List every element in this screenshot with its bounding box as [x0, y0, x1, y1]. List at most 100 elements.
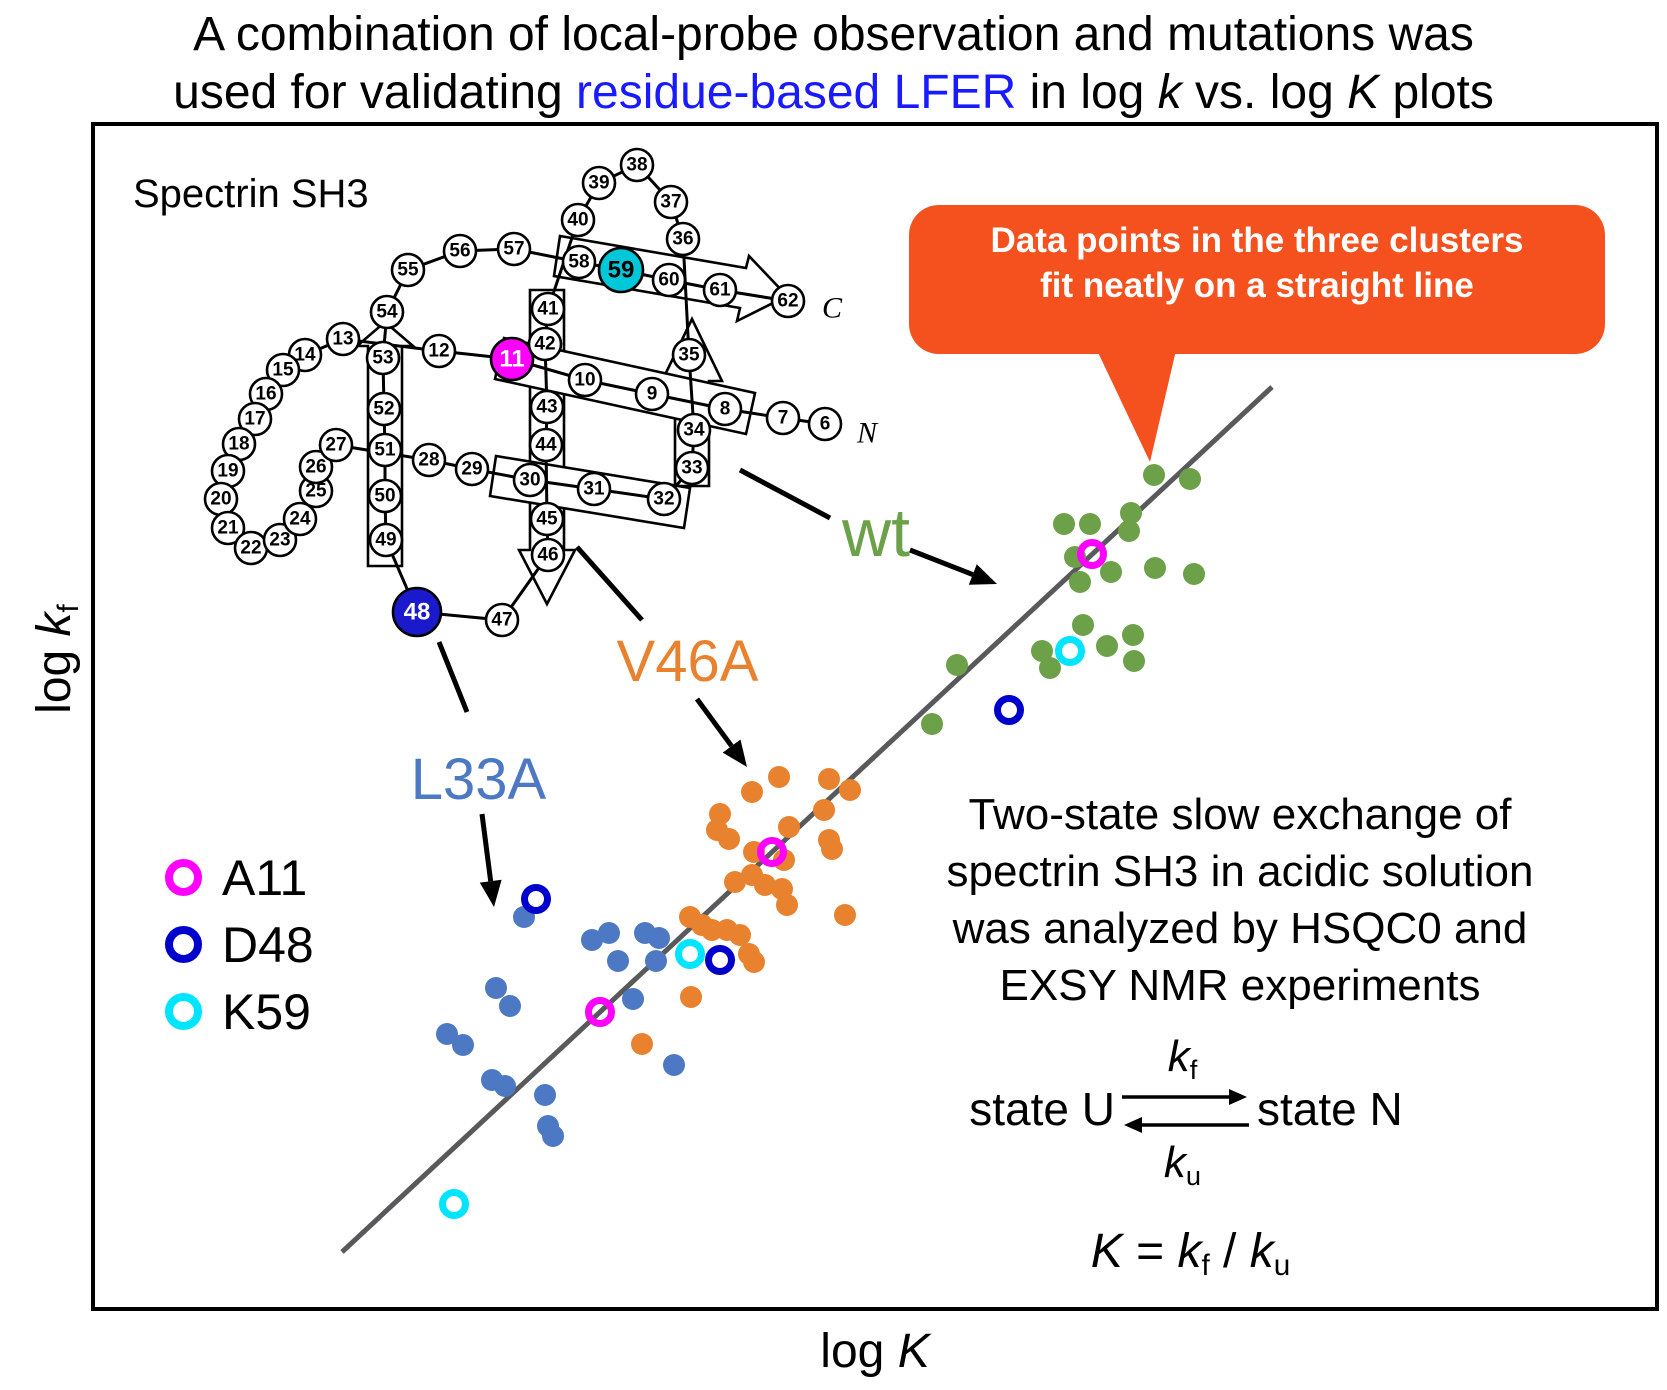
wt-data-point	[1031, 640, 1053, 662]
residue-node	[567, 362, 603, 398]
annotation-arrowhead	[968, 564, 997, 585]
residue-node	[262, 522, 298, 558]
residue-node	[318, 427, 354, 463]
residue-number: 54	[376, 302, 398, 323]
equation-ku-sub: u	[1273, 1249, 1291, 1283]
wt-data-point	[1123, 650, 1145, 672]
l33a-data-point	[452, 1034, 474, 1056]
k59-probe-marker	[439, 1189, 469, 1219]
residue-node	[529, 389, 565, 425]
k59-probe-marker	[675, 939, 705, 969]
residue-number: 28	[418, 450, 439, 471]
wt-data-point	[1053, 513, 1075, 535]
k59-probe-marker	[1055, 636, 1085, 666]
residue-number: 41	[537, 299, 559, 320]
title-k-italic: k	[1157, 66, 1182, 119]
equation-K: K	[1090, 1225, 1123, 1278]
wt-data-point	[1096, 635, 1118, 657]
title-line-2: used for validating residue-based LFER i…	[0, 64, 1667, 122]
annotation-leader-line	[738, 467, 832, 521]
v46a-data-point	[768, 766, 790, 788]
equation-slash: /	[1209, 1225, 1250, 1278]
v46a-data-point	[821, 838, 843, 860]
residue-node	[651, 262, 687, 298]
residue-node	[653, 184, 689, 220]
residue-node-48-highlight	[391, 586, 443, 638]
plot-frame: 6 7 8 9 10 11 12 13 14 15 16 17 18 19 20 21 22 23 24 25 26 27…	[91, 122, 1659, 1311]
residue-number: 61	[709, 280, 731, 301]
a11-probe-marker	[585, 997, 615, 1027]
residue-number: 17	[244, 409, 265, 430]
v46a-data-point	[718, 828, 740, 850]
probe-legend: A11 D48 K59	[165, 844, 314, 1045]
residue-node	[369, 294, 405, 330]
residue-node	[484, 602, 520, 638]
residue-number: 21	[217, 518, 239, 539]
residue-number: 47	[491, 610, 512, 631]
x-axis-prefix: log	[820, 1325, 898, 1378]
y-axis-variable: k	[28, 612, 81, 637]
v46a-data-point	[724, 871, 746, 893]
wt-data-point	[1183, 563, 1205, 585]
v46a-data-point	[813, 799, 835, 821]
v46a-data-point	[729, 924, 751, 946]
residue-number: 52	[373, 399, 394, 420]
residue-number: 10	[574, 370, 595, 391]
d48-probe-marker	[521, 884, 551, 914]
residue-node	[265, 352, 301, 388]
residue-number: 37	[660, 192, 681, 213]
wt-data-point	[1144, 557, 1166, 579]
residue-number: 49	[375, 530, 396, 551]
residue-node	[237, 401, 273, 437]
y-axis-subscript: f	[52, 604, 86, 613]
residue-number: 14	[294, 345, 316, 366]
equation-equals: =	[1122, 1225, 1178, 1278]
l33a-data-point	[485, 977, 507, 999]
annotation-arrowhead	[722, 739, 747, 767]
wt-data-point	[921, 713, 943, 735]
residue-node	[210, 510, 246, 546]
residue-number: 13	[332, 329, 353, 350]
residue-node	[646, 481, 682, 517]
residue-number: 55	[397, 260, 419, 281]
legend-item-a11: A11	[165, 844, 314, 911]
a11-probe-marker	[1077, 539, 1107, 569]
residue-node	[512, 462, 548, 498]
residue-number: 58	[568, 252, 589, 273]
residue-node	[702, 272, 738, 308]
residue-number: 60	[658, 270, 679, 291]
residue-number: 56	[449, 241, 470, 262]
residue-number: 43	[536, 397, 557, 418]
v46a-data-point	[839, 779, 861, 801]
scheme-state-n: state N	[1257, 1083, 1403, 1135]
wt-data-point	[1118, 520, 1140, 542]
residue-node	[530, 291, 566, 327]
lfer-trend-line	[340, 385, 1274, 1254]
l33a-data-point	[494, 1075, 516, 1097]
v46a-data-point	[680, 986, 702, 1008]
protein-diagram-title: Spectrin SH3	[133, 172, 369, 216]
figure-title: A combination of local-probe observation…	[0, 6, 1667, 122]
l33a-data-point	[622, 988, 644, 1010]
residue-number: 45	[536, 509, 558, 530]
legend-label: K59	[222, 983, 311, 1040]
v46a-data-point	[776, 894, 798, 916]
annotation-arrow	[694, 697, 734, 748]
equilibrium-equation: K = kf / ku	[1033, 1224, 1348, 1283]
residue-number: 19	[217, 461, 238, 482]
residue-node	[676, 412, 712, 448]
residue-node	[496, 231, 532, 267]
residue-number: 22	[240, 538, 261, 559]
residue-number: 15	[272, 360, 294, 381]
title-lfer-highlight: residue-based LFER	[576, 66, 1017, 119]
residue-number: 30	[519, 470, 540, 491]
legend-ring-icon	[165, 926, 202, 963]
l33a-data-point	[607, 950, 629, 972]
residue-node	[365, 340, 401, 376]
residue-number: 36	[672, 229, 693, 250]
annotation-line-4: EXSY NMR experiments	[999, 961, 1481, 1010]
residue-number: 59	[608, 257, 635, 284]
residue-node	[528, 427, 564, 463]
title-line-1: A combination of local-probe observation…	[193, 8, 1474, 61]
